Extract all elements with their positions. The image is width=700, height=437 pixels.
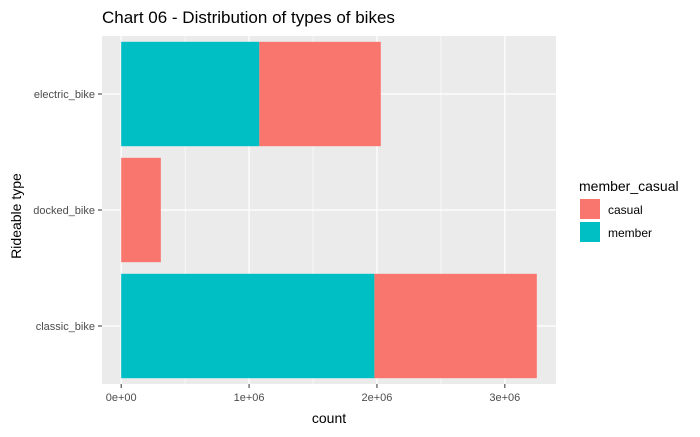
bar-member-classic_bike (121, 273, 375, 379)
y-axis-title: Rideable type (8, 173, 24, 259)
y-tick-label: docked_bike (33, 205, 95, 217)
x-axis-title: count (312, 410, 346, 426)
y-tick-label: electric_bike (34, 89, 95, 101)
x-tick-label: 0e+00 (106, 392, 137, 404)
bar-casual-classic_bike (374, 273, 537, 379)
bar-casual-electric_bike (259, 41, 381, 147)
chart-title: Chart 06 - Distribution of types of bike… (102, 8, 395, 27)
legend-title: member_casual (579, 178, 679, 194)
y-axis-ticks: classic_bike docked_bike electric_bike (33, 89, 102, 333)
bar-casual-docked_bike (121, 157, 161, 263)
bars (121, 41, 537, 379)
legend: member_casual casual member (579, 178, 679, 242)
x-axis-ticks: 0e+00 1e+06 2e+06 3e+06 (106, 384, 520, 404)
y-tick-label: classic_bike (36, 321, 95, 333)
bar-member-electric_bike (121, 41, 260, 147)
x-tick-label: 3e+06 (489, 392, 520, 404)
x-tick-label: 2e+06 (362, 392, 393, 404)
x-tick-label: 1e+06 (234, 392, 265, 404)
legend-swatch-member (580, 222, 600, 242)
legend-label-member: member (608, 226, 652, 240)
legend-swatch-casual (580, 199, 600, 219)
legend-label-casual: casual (608, 203, 643, 217)
